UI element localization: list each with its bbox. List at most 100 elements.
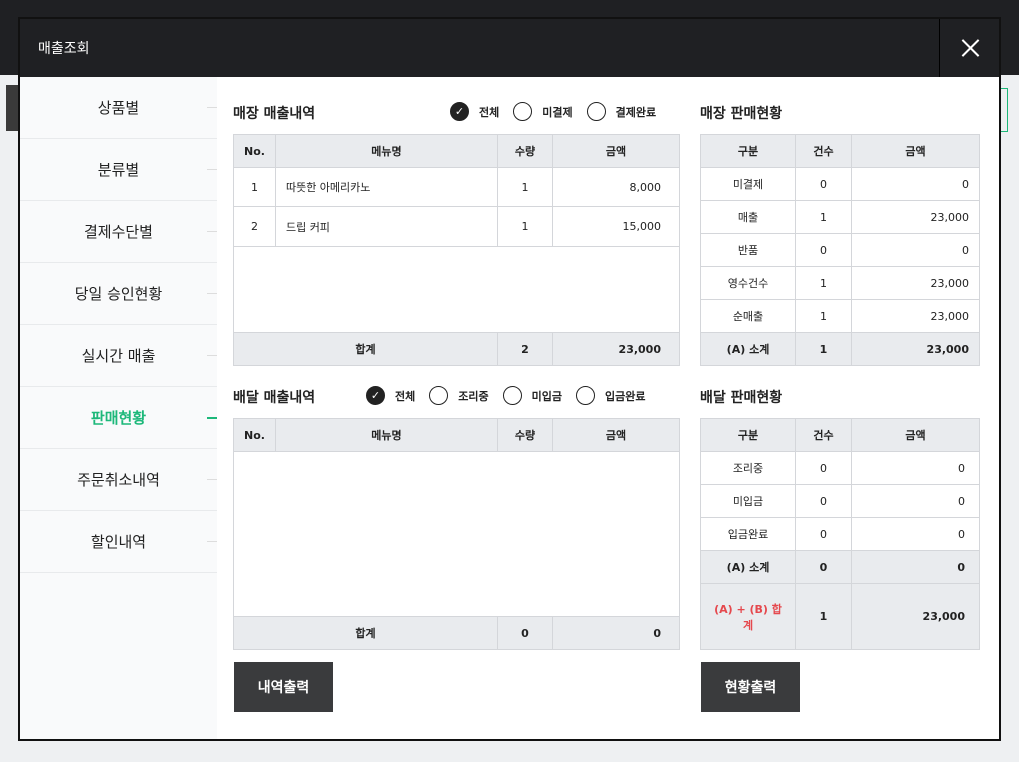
radio-circle-icon — [429, 386, 449, 405]
sidebar-item-discounts[interactable]: 할인내역 — [20, 511, 217, 573]
radio-all[interactable]: ✓ 전체 — [450, 102, 499, 121]
radio-label: 미결제 — [542, 105, 573, 119]
cell: 0 — [795, 167, 852, 201]
radio-deposited[interactable]: 입금완료 — [576, 386, 645, 405]
total-row: 합계 0 0 — [233, 616, 681, 650]
cell: 23,000 — [851, 332, 980, 366]
close-button[interactable] — [939, 19, 999, 77]
table-row[interactable]: 영수건수 1 23,000 — [700, 266, 980, 300]
table-row[interactable]: 2 드립 커피 1 15,000 — [233, 206, 681, 247]
cell: 반품 — [700, 233, 796, 267]
table-row[interactable]: 미입금 0 0 — [700, 484, 980, 518]
sidebar-item-cancellations[interactable]: 주문취소내역 — [20, 449, 217, 511]
radio-cooking[interactable]: 조리중 — [429, 386, 489, 405]
radio-circle-icon — [586, 102, 606, 121]
sidebar-item-label: 당일 승인현황 — [74, 285, 163, 303]
print-list-button[interactable]: 내역출력 — [234, 662, 333, 712]
delivery-summary-title: 배달 판매현황 — [700, 390, 783, 406]
sidebar-item-approvals[interactable]: 당일 승인현황 — [20, 263, 217, 325]
modal-header: 매출조회 — [20, 19, 999, 77]
cell: 조리중 — [700, 451, 796, 485]
col-no: No. — [233, 418, 276, 452]
sidebar-item-realtime[interactable]: 실시간 매출 — [20, 325, 217, 387]
col-amount: 금액 — [851, 134, 980, 168]
empty-area — [233, 451, 680, 617]
radio-unpaid[interactable]: 미입금 — [502, 386, 562, 405]
modal-title: 매출조회 — [38, 41, 90, 57]
cell: 0 — [851, 550, 980, 584]
cell: 1 — [795, 266, 852, 300]
sidebar-item-by-payment[interactable]: 결제수단별 — [20, 201, 217, 263]
cell: 영수건수 — [700, 266, 796, 300]
radio-label: 결제완료 — [615, 105, 657, 119]
cell: 순매출 — [700, 299, 796, 333]
total-label: 합계 — [233, 616, 498, 650]
table-row[interactable]: 미결제 0 0 — [700, 167, 980, 201]
cell: 0 — [851, 167, 980, 201]
table-row[interactable]: 반품 0 0 — [700, 233, 980, 267]
total-amount: 23,000 — [551, 332, 681, 366]
print-status-button[interactable]: 현황출력 — [701, 662, 800, 712]
total-row: 합계 2 23,000 — [233, 332, 681, 366]
cell: 0 — [851, 451, 980, 485]
col-menu: 메뉴명 — [274, 418, 498, 452]
sidebar-item-sales-status[interactable]: 판매현황 — [20, 387, 217, 449]
cell: 미입금 — [700, 484, 796, 518]
cell: (A) 소계 — [700, 550, 796, 584]
sidebar-item-label: 상품별 — [97, 99, 140, 117]
delivery-sales-table: No. 메뉴명 수량 금액 합계 0 0 — [233, 418, 681, 650]
store-filter: ✓ 전체 미결제 결제완료 — [450, 102, 670, 121]
cell: 드립 커피 — [274, 206, 498, 247]
cell: 0 — [851, 233, 980, 267]
cell: 0 — [795, 517, 852, 551]
radio-all[interactable]: ✓ 전체 — [366, 386, 415, 405]
sidebar-item-by-product[interactable]: 상품별 — [20, 77, 217, 139]
sidebar-item-label: 할인내역 — [90, 533, 147, 551]
col-amount: 금액 — [851, 418, 980, 452]
col-amount: 금액 — [551, 134, 681, 168]
cell: 0 — [851, 484, 980, 518]
total-label: 합계 — [233, 332, 498, 366]
radio-unpaid[interactable]: 미결제 — [513, 102, 573, 121]
cell: 입금완료 — [700, 517, 796, 551]
cell: 23,000 — [851, 266, 980, 300]
col-count: 건수 — [795, 418, 852, 452]
background-input — [1000, 88, 1008, 132]
cell: 0 — [851, 517, 980, 551]
col-amount: 금액 — [551, 418, 681, 452]
col-type: 구분 — [700, 134, 796, 168]
radio-paid[interactable]: 결제완료 — [586, 102, 657, 121]
check-icon: ✓ — [366, 386, 385, 405]
total-qty: 0 — [496, 616, 553, 650]
cell: 매출 — [700, 200, 796, 234]
cell: 15,000 — [551, 206, 681, 247]
store-summary-title: 매장 판매현황 — [700, 106, 783, 122]
col-menu: 메뉴명 — [274, 134, 498, 168]
radio-label: 전체 — [479, 105, 500, 119]
table-row[interactable]: 조리중 0 0 — [700, 451, 980, 485]
cell: 1 — [795, 583, 852, 650]
radio-circle-icon — [513, 102, 533, 121]
sidebar-item-label: 실시간 매출 — [81, 347, 156, 365]
table-row[interactable]: 입금완료 0 0 — [700, 517, 980, 551]
delivery-filter: ✓ 전체 조리중 미입금 입금완료 — [366, 386, 659, 405]
subtotal-row: (A) 소계 1 23,000 — [700, 332, 980, 366]
store-summary-table: 구분 건수 금액 미결제 0 0 매출 1 23,000 반품 0 0 영수건수 1 23,000 순매출 1… — [700, 134, 980, 366]
table-row[interactable]: 매출 1 23,000 — [700, 200, 980, 234]
cell: 23,000 — [851, 583, 980, 650]
empty-area — [233, 246, 680, 333]
table-row[interactable]: 1 따뜻한 아메리카노 1 8,000 — [233, 167, 681, 207]
sidebar-item-label: 결제수단별 — [83, 223, 153, 241]
delivery-sales-title: 배달 매출내역 — [233, 390, 316, 406]
radio-circle-icon — [576, 386, 595, 405]
radio-label: 입금완료 — [605, 389, 646, 403]
sidebar-item-by-category[interactable]: 분류별 — [20, 139, 217, 201]
cell: 따뜻한 아메리카노 — [274, 167, 498, 207]
table-row[interactable]: 순매출 1 23,000 — [700, 299, 980, 333]
radio-label: 전체 — [395, 389, 416, 403]
cell: 0 — [795, 233, 852, 267]
radio-label: 조리중 — [458, 389, 489, 403]
cell: 0 — [795, 484, 852, 518]
cell: 미결제 — [700, 167, 796, 201]
cell: 2 — [233, 206, 276, 247]
